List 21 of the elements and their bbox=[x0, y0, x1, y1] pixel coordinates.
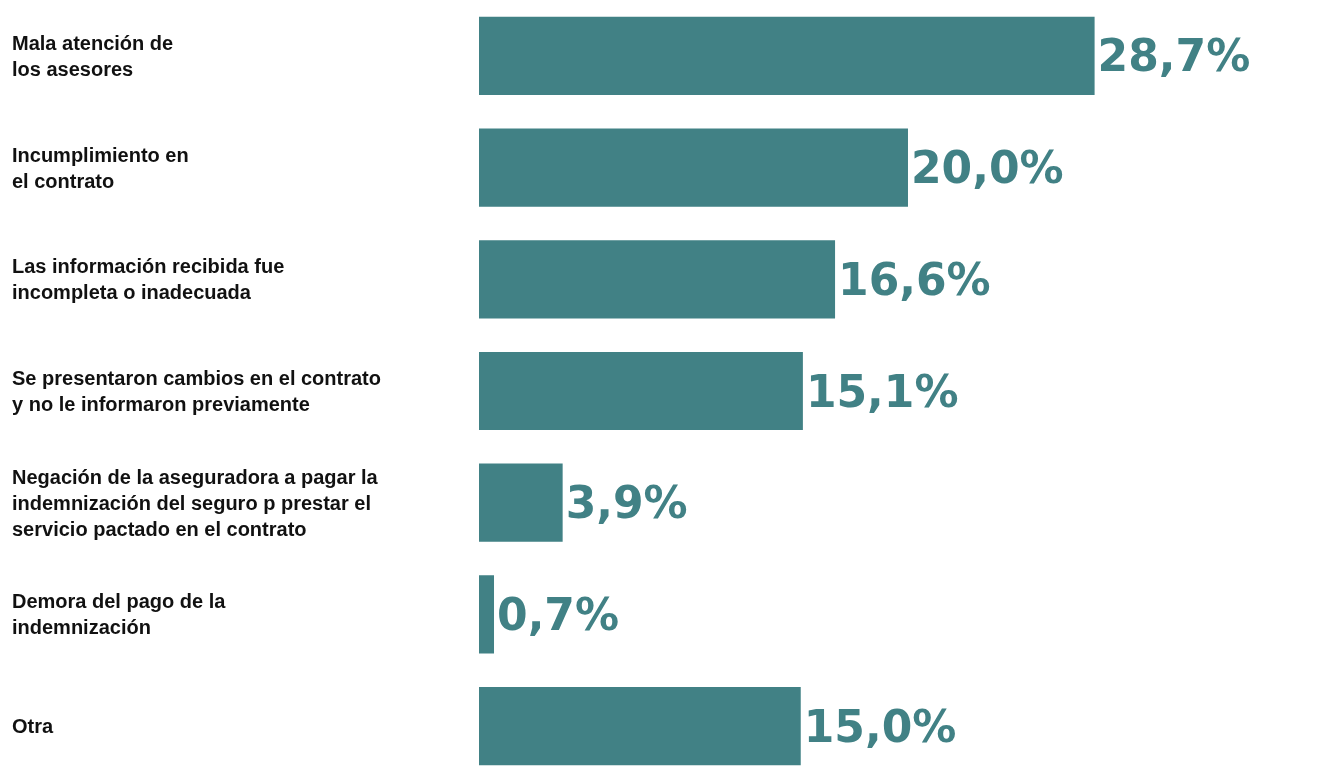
bar bbox=[479, 351, 803, 431]
y-tick-label: Las información recibida fue incompleta o inadecuada bbox=[12, 255, 285, 303]
data-label: 16,6% bbox=[838, 253, 991, 305]
y-tick-label: Mala atención de los asesores bbox=[12, 32, 174, 80]
y-tick-label: Negación de la aseguradora a pagar la indemnización del seguro p prestar el servicio pactado en el contrato bbox=[12, 466, 379, 540]
bar bbox=[479, 575, 495, 654]
data-label: 15,0% bbox=[803, 700, 957, 752]
data-label: 0,7% bbox=[497, 588, 620, 640]
data-label: 15,1% bbox=[805, 365, 959, 417]
bar bbox=[479, 687, 801, 766]
y-tick-label: Demora del pago de la indemnización bbox=[12, 590, 227, 638]
y-tick-label: Incumplimiento en el contrato bbox=[12, 144, 189, 192]
y-tick-label: Se presentaron cambios en el contrato y no le informaron previamente bbox=[12, 367, 381, 415]
data-label: 28,7% bbox=[1097, 30, 1251, 82]
bar bbox=[479, 128, 908, 207]
y-tick-label: Otra bbox=[12, 715, 54, 737]
bar bbox=[479, 463, 563, 542]
bar bbox=[479, 240, 836, 319]
bar bbox=[479, 16, 1095, 95]
data-label: 20,0% bbox=[910, 142, 1064, 194]
data-label: 3,9% bbox=[565, 477, 688, 529]
